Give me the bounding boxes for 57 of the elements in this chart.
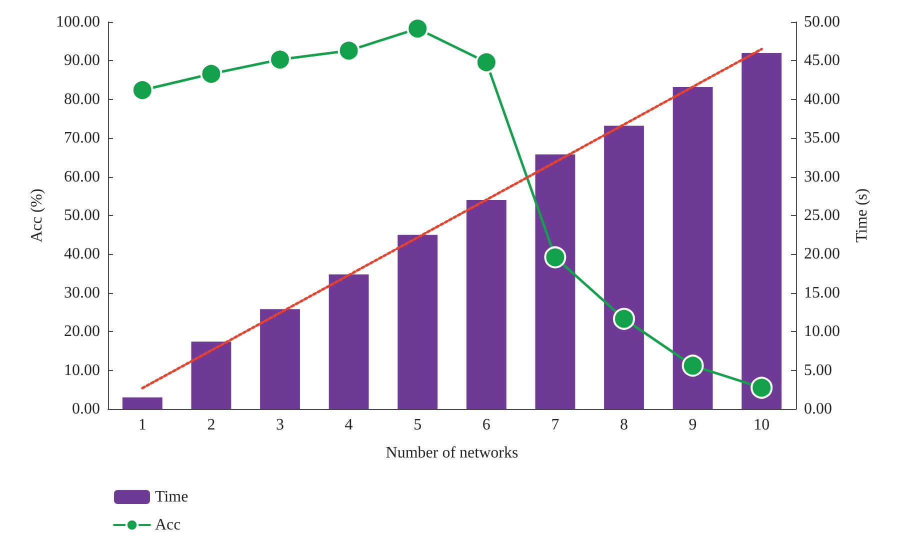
y2-tick-label: 50.00	[804, 14, 840, 30]
x-tick-label: 8	[620, 416, 628, 434]
y2-tick-label: 10.00	[804, 323, 840, 340]
point	[613, 308, 635, 330]
x-tick-label: 1	[138, 416, 146, 434]
bar	[535, 154, 576, 409]
y-tick-label: 10.00	[64, 362, 100, 379]
y-tick-label: 50.00	[64, 207, 100, 224]
y-tick-label: 60.00	[64, 168, 100, 186]
bar	[672, 87, 713, 409]
y-tick-label: 20.00	[64, 323, 100, 340]
x-tick-label: 5	[414, 416, 422, 434]
y2-tick-label: 30.00	[804, 168, 840, 186]
y-tick-label: 0.00	[72, 400, 100, 418]
x-tick-label: 10	[754, 416, 770, 434]
point	[200, 62, 222, 85]
legend-label: Time	[155, 488, 188, 506]
x-tick-label: 7	[551, 416, 560, 434]
bar	[466, 200, 506, 409]
y-axis-title: Acc (%)	[28, 188, 46, 242]
y-tick-label: 70.00	[64, 130, 100, 147]
point	[682, 354, 704, 377]
x-tick-label: 4	[344, 416, 353, 434]
x-tick-label: 6	[482, 416, 490, 434]
point	[750, 376, 773, 399]
bar	[328, 274, 369, 409]
y2-tick-label: 0.00	[804, 400, 832, 418]
y2-tick-label: 25.00	[804, 207, 840, 224]
y2-axis-title: Time (s)	[854, 188, 870, 243]
bar	[604, 126, 644, 409]
x-tick-label: 2	[207, 416, 216, 434]
y-tick-label: 30.00	[64, 284, 100, 302]
legend-label: Acc	[155, 516, 181, 534]
point	[544, 246, 566, 268]
x-tick-label: 3	[276, 416, 284, 434]
bar	[191, 342, 232, 409]
point	[269, 48, 291, 71]
y2-tick-label: 20.00	[804, 246, 840, 263]
bar	[122, 397, 162, 409]
bar	[742, 52, 782, 409]
y2-tick-label: 40.00	[804, 90, 840, 108]
y2-tick-label: 35.00	[804, 130, 840, 147]
y2-tick-label: 45.00	[804, 52, 840, 70]
bar	[398, 234, 438, 409]
y-tick-label: 90.00	[64, 52, 100, 70]
bar	[260, 309, 300, 409]
point	[406, 18, 429, 40]
point	[338, 40, 360, 62]
y2-tick-label: 5.00	[804, 362, 832, 379]
x-axis-title: Number of networks	[386, 444, 518, 462]
y-tick-label: 100.00	[56, 14, 100, 30]
y-tick-label: 40.00	[64, 246, 100, 263]
y2-tick-label: 15.00	[804, 284, 840, 302]
point	[131, 79, 154, 102]
point	[475, 51, 498, 74]
y-tick-label: 80.00	[64, 90, 100, 108]
x-tick-label: 9	[688, 416, 697, 434]
